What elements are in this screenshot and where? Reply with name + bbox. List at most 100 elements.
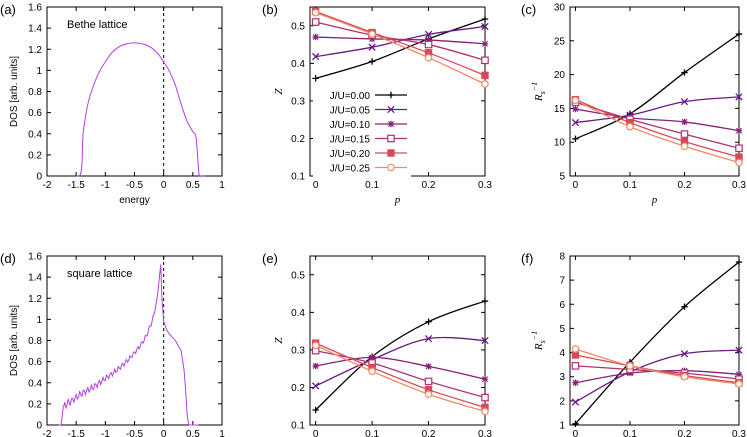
y-tick-label: 0.6 (28, 108, 42, 119)
data-point (626, 122, 634, 131)
x-tick-label: -1 (101, 429, 110, 437)
legend-marker (387, 149, 395, 157)
dos-curve (76, 42, 205, 177)
legend-marker (387, 105, 395, 114)
data-point (571, 96, 580, 105)
data-point (311, 8, 320, 17)
series-line (575, 108, 740, 132)
y-tick-label: 0.4 (291, 59, 305, 70)
data-point (481, 71, 489, 80)
legend-marker (387, 91, 395, 99)
x-tick-label: 0.5 (186, 180, 200, 191)
data-point (424, 30, 433, 39)
y-tick-label: 1 (36, 66, 42, 77)
y-tick-label: 0.2 (28, 150, 42, 161)
panel-a: -2 -1.5 -1 -0.5 0 0.5 1 0 0.2 0.4 0.6 0.8 1 1.2 1.4 1.6… (0, 2, 225, 206)
y-tick-label: 0.8 (28, 336, 42, 347)
y-tick-label: 0.3 (291, 96, 305, 107)
series-line (315, 344, 486, 413)
x-tick-label: 0.5 (186, 429, 200, 437)
data-point (368, 354, 376, 361)
series-line (315, 356, 486, 380)
panel-label: (d) (0, 251, 16, 266)
y-tick-label: 1.4 (28, 273, 42, 284)
data-point (368, 58, 376, 65)
data-point (311, 52, 320, 61)
data-point (312, 406, 319, 414)
data-point (425, 318, 432, 325)
x-tick-label: -2 (43, 429, 52, 437)
x-tick-label: 0 (573, 180, 579, 191)
y-tick-label: 25 (554, 36, 566, 47)
legend: J/U=0.00 J/U=0.05 J/U=0.10 J/U=0.15 J/U=0.20… (313, 87, 411, 179)
y-axis-label-main: R (533, 343, 545, 351)
y-tick-label: 0.2 (28, 399, 42, 410)
data-point (481, 393, 489, 402)
series-line (315, 300, 486, 411)
legend-label: J/U=0.25 (330, 164, 371, 175)
data-point (680, 372, 689, 381)
x-tick-label: 1 (219, 180, 225, 191)
lattice-label: Bethe lattice (67, 19, 128, 31)
y-tick-label: 1 (559, 421, 565, 432)
data-point (735, 258, 743, 266)
y-tick-label: 0.1 (291, 421, 305, 432)
panel-label: (e) (262, 251, 278, 266)
y-tick-label: 0.4 (291, 308, 305, 319)
series-line (575, 354, 740, 384)
data-point (481, 375, 489, 383)
y-tick-label: 3 (559, 372, 565, 383)
series-line (575, 99, 740, 164)
data-point (481, 56, 489, 65)
data-point (735, 380, 743, 388)
data-point (626, 362, 634, 370)
x-tick-label: 0.3 (732, 429, 746, 437)
x-tick-label: 0 (313, 180, 319, 191)
y-axis-label-sub: s (538, 91, 547, 94)
series-line (574, 261, 740, 425)
y-axis-label: Z (273, 337, 285, 344)
plot-frame (569, 6, 740, 177)
data-point (481, 40, 489, 48)
x-tick-label: 0.1 (365, 180, 379, 191)
series-line (575, 99, 740, 158)
y-tick-label: 0.2 (291, 134, 305, 145)
data-point (572, 105, 579, 113)
data-point (735, 30, 743, 38)
legend-marker (387, 163, 395, 172)
data-point (312, 33, 319, 41)
x-tick-label: 1 (219, 429, 225, 437)
legend-marker (387, 134, 395, 143)
y-tick-label: 1.6 (28, 3, 42, 14)
panel-e: 00.10.20.30.10.20.30.40.5pZ(e) (262, 251, 492, 437)
dos-curve (58, 264, 199, 426)
panel-label: (c) (521, 2, 536, 17)
data-point (481, 15, 489, 23)
y-tick-label: 30 (554, 3, 566, 14)
y-axis-label-sub: s (538, 340, 547, 343)
y-tick-label: 1.6 (28, 252, 42, 263)
data-point (481, 336, 489, 345)
x-tick-label: 0.3 (478, 180, 492, 191)
series-line (315, 18, 486, 79)
y-tick-label: 0.4 (28, 129, 42, 140)
x-tick-label: -1.5 (68, 180, 86, 191)
x-tick-label: 0 (161, 429, 167, 437)
y-axis-label-sup: −1 (530, 82, 539, 91)
y-tick-label: 2 (559, 396, 565, 407)
panel-c: 0 0.1 0.2 0.3 5 10 15 20 25 30 p Rs−1 (c) (521, 2, 746, 206)
series-line (315, 336, 486, 387)
data-point (311, 382, 320, 390)
x-tick-label: 0 (161, 180, 167, 191)
x-tick-label: -1 (101, 180, 110, 191)
data-point (572, 135, 579, 143)
series-line (315, 25, 486, 58)
panel-label: (a) (0, 2, 16, 17)
y-tick-label: 6 (559, 300, 565, 311)
x-axis-label: p (394, 194, 401, 206)
y-tick-label: 0.2 (291, 383, 305, 394)
series-line (315, 350, 486, 399)
data-point (572, 420, 579, 427)
panel-f: 00.10.20.312345678pRs−1(f) (521, 251, 746, 437)
